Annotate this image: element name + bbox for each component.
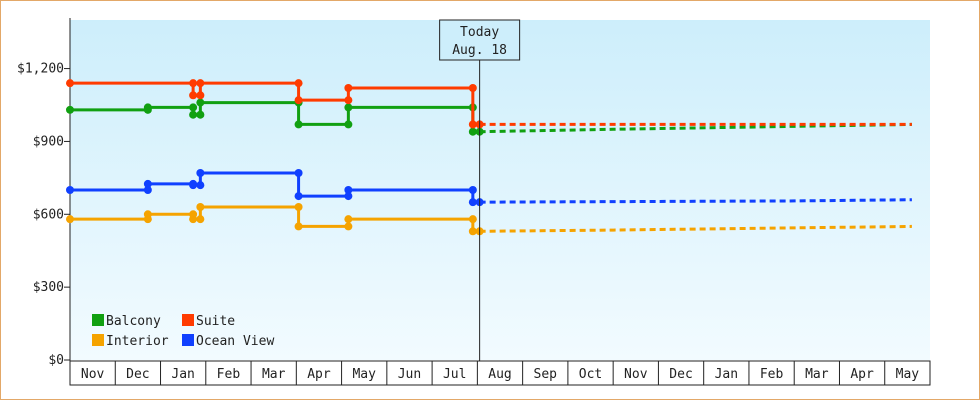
balcony-point	[294, 120, 303, 129]
y-tick-label: $1,200	[17, 62, 64, 77]
suite-point	[196, 79, 205, 88]
balcony-point	[189, 110, 198, 119]
x-month-label: Jan	[171, 367, 194, 382]
balcony-point	[468, 127, 477, 136]
balcony-forecast-line	[479, 122, 912, 134]
interior-point	[189, 215, 198, 224]
suite-point	[468, 84, 477, 92]
suite-point	[344, 84, 353, 92]
ocean-view-point	[189, 181, 198, 190]
x-month-label: Nov	[624, 367, 648, 382]
x-month-label: Nov	[81, 367, 105, 382]
ocean-view-point	[66, 186, 74, 194]
x-month-label: May	[352, 367, 376, 382]
today-box	[439, 19, 521, 61]
interior-point	[66, 215, 74, 224]
suite-point	[294, 79, 303, 88]
x-month-label: Mar	[805, 367, 829, 382]
balcony-history-line	[70, 101, 480, 134]
x-month-label: Jun	[398, 367, 421, 382]
x-month-label: Sep	[534, 367, 558, 382]
balcony-point	[189, 103, 198, 112]
interior-point	[294, 203, 303, 211]
x-month-label: Jul	[443, 367, 466, 382]
suite-point	[294, 96, 303, 105]
x-month-label: Aug	[488, 367, 511, 382]
legend-swatch-balcony	[92, 314, 104, 326]
interior-point	[468, 227, 477, 236]
x-month-label: May	[896, 367, 920, 382]
x-month-label: Mar	[262, 367, 286, 382]
ocean-view-point	[294, 169, 303, 177]
y-tick-label: $600	[33, 207, 64, 222]
ocean-view-point	[344, 192, 353, 201]
interior-forecast-line	[479, 224, 912, 233]
suite-point	[189, 91, 198, 100]
ocean-view-point	[143, 186, 152, 194]
ocean-view-point	[196, 169, 205, 177]
suite-point	[66, 79, 74, 88]
legend-swatch-interior	[92, 334, 104, 346]
ocean-view-point	[143, 179, 152, 188]
ocean-view-point	[468, 186, 477, 194]
legend-label-interior: Interior	[106, 334, 169, 349]
suite-point	[468, 120, 477, 129]
interior-point	[468, 215, 477, 224]
balcony-point	[196, 110, 205, 119]
ocean-view-point	[468, 198, 477, 207]
balcony-point	[344, 120, 353, 129]
today-label: Today	[460, 25, 499, 40]
balcony-point	[66, 105, 74, 114]
x-month-label: Oct	[579, 367, 602, 382]
interior-point	[344, 222, 353, 231]
x-month-label: Feb	[760, 367, 784, 382]
plot-area	[70, 20, 930, 360]
ocean-view-point	[294, 192, 303, 201]
legend-label-ocean-view: Ocean View	[196, 334, 274, 349]
legend-swatch-suite	[182, 314, 194, 326]
x-month-label: Apr	[307, 367, 331, 382]
x-month-label: Apr	[850, 367, 874, 382]
legend-label-balcony: Balcony	[106, 314, 161, 329]
interior-point	[196, 215, 205, 224]
balcony-point	[196, 98, 205, 107]
interior-point	[344, 215, 353, 224]
ocean-view-history-line	[70, 171, 480, 204]
ocean-view-forecast-line	[479, 198, 912, 204]
suite-point	[189, 79, 198, 88]
x-month-label: Dec	[669, 367, 692, 382]
ocean-view-point	[344, 186, 353, 194]
legend-label-suite: Suite	[196, 314, 235, 329]
interior-point	[196, 203, 205, 211]
balcony-point	[143, 103, 152, 112]
y-tick-label: $0	[48, 353, 64, 368]
balcony-point	[344, 103, 353, 112]
interior-point	[143, 210, 152, 219]
interior-point	[294, 222, 303, 231]
today-date: Aug. 18	[452, 43, 507, 58]
suite-point	[344, 96, 353, 105]
legend-swatch-ocean-view	[182, 334, 194, 346]
x-month-label: Feb	[217, 367, 241, 382]
x-month-label: Dec	[126, 367, 149, 382]
suite-point	[196, 91, 205, 100]
interior-history-line	[70, 205, 480, 233]
x-month-label: Jan	[715, 367, 738, 382]
ocean-view-point	[196, 181, 205, 190]
y-tick-label: $300	[33, 280, 64, 295]
y-tick-label: $900	[33, 134, 64, 149]
